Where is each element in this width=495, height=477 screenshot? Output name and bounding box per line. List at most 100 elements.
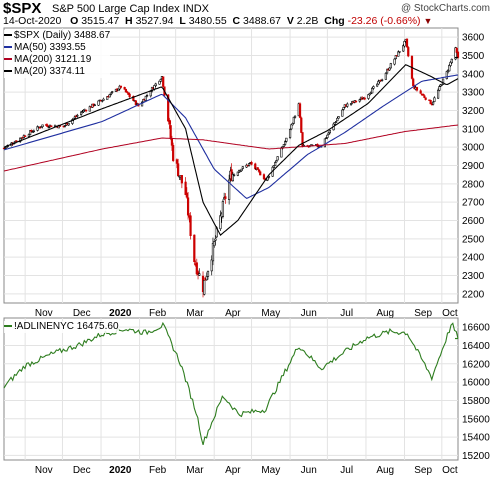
- exchange-label: INDX: [182, 3, 209, 15]
- y-tick-label: 3400: [462, 69, 485, 80]
- price-candle: [224, 196, 227, 199]
- price-candle: [123, 86, 126, 90]
- close-value: 3488.67: [243, 15, 282, 27]
- price-candle: [228, 179, 231, 200]
- x-tick-label: Apr: [225, 308, 241, 319]
- y-tick-label: 15200: [462, 451, 490, 462]
- price-candle: [247, 163, 251, 166]
- series-line-ma-200-: [3, 124, 459, 172]
- price-candle: [402, 45, 405, 52]
- legend-swatch-icon: [4, 46, 12, 49]
- price-candle: [63, 125, 67, 127]
- volume-value: 2.2B: [296, 15, 319, 27]
- price-candle: [449, 61, 452, 66]
- x-tick-label: Jun: [301, 308, 317, 319]
- y-tick-label: 2900: [462, 161, 485, 172]
- change-label: Chg: [324, 15, 345, 27]
- price-candle: [108, 94, 111, 98]
- index-fullname: S&P 500 Large Cap Index: [52, 3, 180, 15]
- y-tick-label: 2600: [462, 216, 485, 227]
- ohlc-row: 14-Oct-2020 O 3515.47 H 3527.94 L 3480.5…: [3, 15, 432, 27]
- price-candle: [335, 121, 338, 123]
- price-candle: [106, 96, 109, 100]
- price-candle: [167, 94, 170, 122]
- price-candle: [134, 100, 137, 105]
- price-candle: [162, 76, 165, 87]
- x-tick-label: May: [261, 465, 280, 476]
- price-candle: [388, 67, 391, 71]
- price-candle: [415, 87, 419, 91]
- price-candle: [102, 98, 105, 101]
- price-candle: [189, 215, 192, 236]
- price-candle: [424, 97, 427, 100]
- price-candle: [363, 97, 366, 100]
- price-candle: [31, 131, 34, 133]
- low-label: L: [179, 15, 186, 27]
- legend-item-ma200: MA(200) 3121.19: [4, 54, 110, 66]
- price-candle: [177, 163, 180, 177]
- y-tick-label: 15400: [462, 433, 490, 444]
- price-candle: [381, 79, 384, 81]
- price-candle: [397, 51, 400, 57]
- y-tick-label: 2700: [462, 198, 485, 209]
- close-label: C: [232, 15, 241, 27]
- price-candle: [438, 86, 441, 91]
- price-candle: [233, 174, 236, 177]
- y-tick-label: 2300: [462, 271, 485, 282]
- price-candle: [288, 129, 292, 138]
- price-candle: [198, 273, 201, 276]
- price-candle: [423, 95, 426, 98]
- x-tick-label: Jun: [301, 465, 317, 476]
- price-candle: [221, 201, 225, 217]
- volume-label: V: [286, 15, 294, 27]
- y-tick-label: 3100: [462, 124, 485, 135]
- price-candle: [36, 126, 39, 131]
- price-candle: [27, 134, 30, 137]
- price-candle: [24, 135, 27, 137]
- price-candle: [40, 126, 43, 128]
- price-candle: [154, 83, 157, 87]
- price-candle: [358, 99, 361, 102]
- price-candle: [455, 48, 458, 53]
- price-candle: [158, 80, 161, 85]
- y-tick-label: 3600: [462, 33, 485, 44]
- legend-swatch-icon: [4, 70, 12, 73]
- price-candle: [275, 160, 278, 163]
- price-candle: [282, 144, 285, 147]
- price-candle: [203, 280, 206, 295]
- price-candle: [41, 124, 44, 128]
- price-candle: [291, 123, 294, 126]
- price-candle: [50, 125, 53, 128]
- price-candle: [433, 97, 436, 102]
- price-candle: [119, 85, 123, 88]
- price-candle: [262, 174, 266, 180]
- change-value: -23.26 (-0.66%): [347, 15, 421, 27]
- price-candle: [81, 111, 84, 113]
- x-tick-label: Jul: [340, 308, 353, 319]
- x-tick-label: Dec: [73, 308, 91, 319]
- price-candle: [298, 103, 302, 118]
- price-candle: [368, 93, 371, 96]
- x-tick-label: Sep: [414, 308, 432, 319]
- y-tick-label: 2400: [462, 253, 485, 264]
- plot-frame: [3, 317, 459, 461]
- price-candle: [456, 51, 460, 58]
- price-candle: [398, 51, 401, 53]
- price-candle: [349, 103, 353, 105]
- price-candle: [231, 173, 234, 182]
- x-tick-label: Mar: [186, 465, 204, 476]
- x-tick-label: Oct: [442, 465, 458, 476]
- watermark[interactable]: @ StockCharts.com: [400, 3, 490, 14]
- price-candle: [132, 95, 135, 101]
- x-tick-label: Aug: [376, 465, 394, 476]
- price-candle: [117, 88, 120, 92]
- price-candle: [441, 78, 445, 86]
- price-candle: [126, 91, 129, 93]
- x-tick-label: May: [261, 308, 280, 319]
- price-candle: [193, 234, 196, 263]
- x-tick-label: Nov: [35, 308, 53, 319]
- price-legend: $SPX (Daily) 3488.67 MA(50) 3393.55 MA(2…: [4, 30, 111, 78]
- price-candle: [422, 94, 425, 96]
- y-tick-label: 3200: [462, 106, 485, 117]
